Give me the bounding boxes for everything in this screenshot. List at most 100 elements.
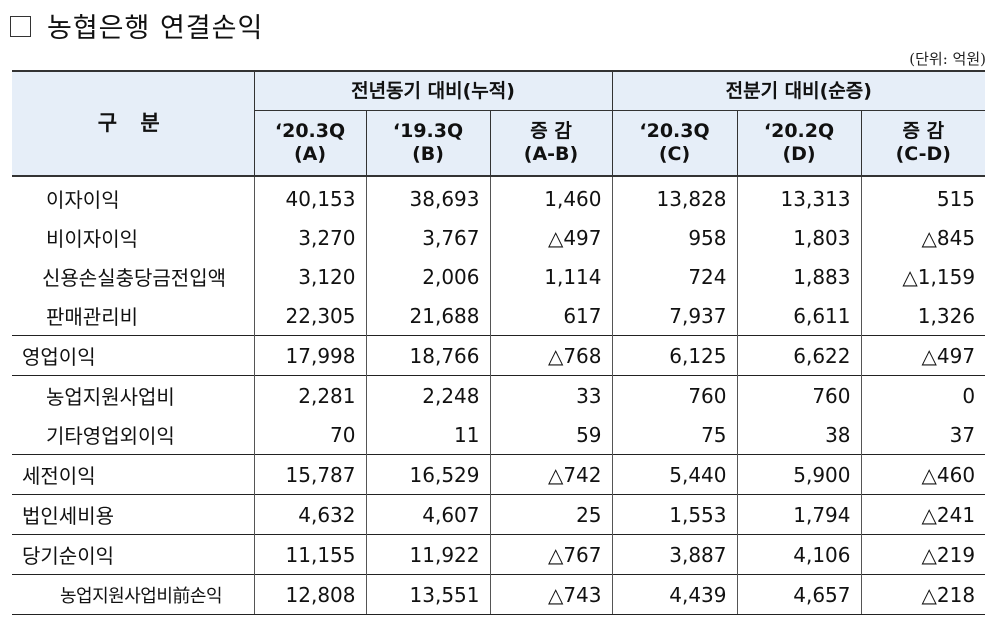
cell-value: 1,803 <box>736 218 862 257</box>
row-label: 비이자이익 <box>12 218 255 257</box>
cell-value: △743 <box>489 574 613 615</box>
header-row-columns: ‘20.3Q (A) ‘19.3Q (B) 증 감 (A-B) ‘20.3Q (C) ‘… <box>12 110 986 177</box>
header-col-20-3q-c: ‘20.3Q (C) <box>611 110 738 177</box>
header-col-change-c-d: 증 감 (C-D) <box>860 110 986 177</box>
header-col-20-2q-d: ‘20.2Q (D) <box>736 110 862 177</box>
table-row: 영업이익 17,998 18,766 △768 6,125 6,622 △497 <box>12 335 986 376</box>
cell-value: 3,767 <box>365 218 491 257</box>
cell-value: 6,611 <box>736 296 862 336</box>
row-label: 이자이익 <box>12 176 255 218</box>
table-row: 이자이익 40,153 38,693 1,460 13,828 13,313 5… <box>12 176 986 218</box>
header-gubun: 구 분 <box>12 70 255 177</box>
cell-value: △497 <box>489 218 613 257</box>
cell-value: 38,693 <box>365 176 491 218</box>
cell-value: 4,632 <box>253 494 367 535</box>
cell-value: △218 <box>860 574 986 615</box>
cell-value: 4,657 <box>736 574 862 615</box>
checkbox-square-icon <box>10 16 31 37</box>
cell-value: 13,313 <box>736 176 862 218</box>
cell-value: △219 <box>860 534 986 575</box>
cell-value: 958 <box>611 218 738 257</box>
header-group-qoq: 전분기 대비(순증) <box>611 70 986 111</box>
section-title: 농협은행 연결손익 <box>10 6 263 45</box>
cell-value: 11,922 <box>365 534 491 575</box>
cell-value: 1,460 <box>489 176 613 218</box>
cell-value: 17,998 <box>253 335 367 376</box>
cell-value: 1,326 <box>860 296 986 336</box>
header-col-20-3q-a: ‘20.3Q (A) <box>253 110 367 177</box>
table-row: 법인세비용 4,632 4,607 25 1,553 1,794 △241 <box>12 494 986 535</box>
cell-value: 760 <box>736 375 862 415</box>
cell-value: △460 <box>860 454 986 495</box>
row-label: 법인세비용 <box>12 494 255 535</box>
cell-value: 617 <box>489 296 613 336</box>
cell-value: 70 <box>253 415 367 455</box>
table-row: 세전이익 15,787 16,529 △742 5,440 5,900 △460 <box>12 454 986 495</box>
cell-value: 18,766 <box>365 335 491 376</box>
cell-value: 760 <box>611 375 738 415</box>
table-row: 신용손실충당금전입액 3,120 2,006 1,114 724 1,883 △… <box>12 257 986 296</box>
table-row: 농업지원사업비前손익 12,808 13,551 △743 4,439 4,65… <box>12 574 986 615</box>
unit-note: (단위: 억원) <box>909 50 986 68</box>
cell-value: △1,159 <box>860 257 986 296</box>
cell-value: 3,120 <box>253 257 367 296</box>
row-label: 기타영업외이익 <box>12 415 255 455</box>
row-label: 농업지원사업비前손익 <box>12 574 255 615</box>
cell-value: 3,270 <box>253 218 367 257</box>
row-label: 농업지원사업비 <box>12 375 255 415</box>
cell-value: 515 <box>860 176 986 218</box>
cell-value: 1,553 <box>611 494 738 535</box>
cell-value: 4,607 <box>365 494 491 535</box>
cell-value: 22,305 <box>253 296 367 336</box>
table-row: 기타영업외이익 70 11 59 75 38 37 <box>12 415 986 455</box>
cell-value: 75 <box>611 415 738 455</box>
cell-value: 59 <box>489 415 613 455</box>
table-row: 판매관리비 22,305 21,688 617 7,937 6,611 1,32… <box>12 296 986 336</box>
cell-value: 1,883 <box>736 257 862 296</box>
cell-value: △845 <box>860 218 986 257</box>
cell-value: 5,900 <box>736 454 862 495</box>
cell-value: 13,828 <box>611 176 738 218</box>
cell-value: 1,794 <box>736 494 862 535</box>
row-label: 신용손실충당금전입액 <box>12 257 255 296</box>
cell-value: △768 <box>489 335 613 376</box>
cell-value: 11 <box>365 415 491 455</box>
cell-value: △767 <box>489 534 613 575</box>
consolidated-income-table: 구 분 전년동기 대비(누적) 전분기 대비(순증) ‘20.3Q (A) ‘19… <box>12 70 986 615</box>
cell-value: 40,153 <box>253 176 367 218</box>
row-label: 당기순이익 <box>12 534 255 575</box>
cell-value: 13,551 <box>365 574 491 615</box>
header-col-change-a-b: 증 감 (A-B) <box>489 110 613 177</box>
cell-value: 5,440 <box>611 454 738 495</box>
row-label: 세전이익 <box>12 454 255 495</box>
table-row: 비이자이익 3,270 3,767 △497 958 1,803 △845 <box>12 218 986 257</box>
cell-value: 2,248 <box>365 375 491 415</box>
cell-value: 15,787 <box>253 454 367 495</box>
cell-value: 1,114 <box>489 257 613 296</box>
cell-value: 37 <box>860 415 986 455</box>
cell-value: 7,937 <box>611 296 738 336</box>
cell-value: 6,622 <box>736 335 862 376</box>
cell-value: 6,125 <box>611 335 738 376</box>
cell-value: 3,887 <box>611 534 738 575</box>
cell-value: 2,281 <box>253 375 367 415</box>
cell-value: 0 <box>860 375 986 415</box>
table-row: 농업지원사업비 2,281 2,248 33 760 760 0 <box>12 375 986 415</box>
header-row-groups: 구 분 전년동기 대비(누적) 전분기 대비(순증) <box>12 70 986 177</box>
table-row: 당기순이익 11,155 11,922 △767 3,887 4,106 △21… <box>12 534 986 575</box>
cell-value: 4,106 <box>736 534 862 575</box>
section-title-text: 농협은행 연결손익 <box>47 13 264 44</box>
row-label: 영업이익 <box>12 335 255 376</box>
cell-value: 38 <box>736 415 862 455</box>
cell-value: 25 <box>489 494 613 535</box>
header-group-yoy: 전년동기 대비(누적) <box>253 70 613 111</box>
cell-value: △742 <box>489 454 613 495</box>
cell-value: 724 <box>611 257 738 296</box>
cell-value: 16,529 <box>365 454 491 495</box>
row-label: 판매관리비 <box>12 296 255 336</box>
cell-value: 21,688 <box>365 296 491 336</box>
cell-value: 11,155 <box>253 534 367 575</box>
cell-value: 33 <box>489 375 613 415</box>
cell-value: 2,006 <box>365 257 491 296</box>
cell-value: △241 <box>860 494 986 535</box>
